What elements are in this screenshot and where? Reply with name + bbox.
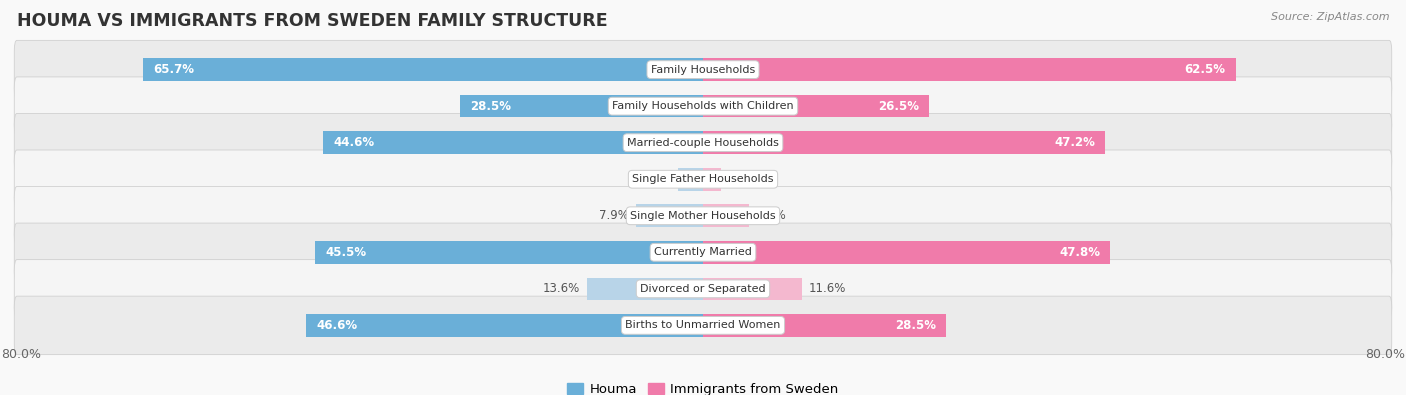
Text: 11.6%: 11.6%: [808, 282, 846, 295]
Text: 26.5%: 26.5%: [877, 100, 918, 113]
Bar: [305, 314, 703, 337]
Text: 62.5%: 62.5%: [1184, 63, 1226, 76]
FancyBboxPatch shape: [14, 186, 1392, 245]
Text: HOUMA VS IMMIGRANTS FROM SWEDEN FAMILY STRUCTURE: HOUMA VS IMMIGRANTS FROM SWEDEN FAMILY S…: [17, 12, 607, 30]
FancyBboxPatch shape: [14, 296, 1392, 355]
Text: 46.6%: 46.6%: [316, 319, 357, 332]
Bar: [460, 95, 703, 117]
Text: 45.5%: 45.5%: [325, 246, 367, 259]
Text: 44.6%: 44.6%: [333, 136, 374, 149]
Text: 2.9%: 2.9%: [641, 173, 672, 186]
Bar: [143, 58, 703, 81]
Bar: [703, 132, 1105, 154]
Legend: Houma, Immigrants from Sweden: Houma, Immigrants from Sweden: [562, 377, 844, 395]
Text: Source: ZipAtlas.com: Source: ZipAtlas.com: [1271, 12, 1389, 22]
FancyBboxPatch shape: [14, 260, 1392, 318]
Text: 2.1%: 2.1%: [728, 173, 758, 186]
Bar: [588, 278, 703, 300]
Bar: [703, 314, 946, 337]
Text: 28.5%: 28.5%: [470, 100, 512, 113]
Bar: [315, 241, 703, 263]
Text: Family Households: Family Households: [651, 65, 755, 75]
FancyBboxPatch shape: [14, 223, 1392, 282]
FancyBboxPatch shape: [14, 77, 1392, 135]
Text: 65.7%: 65.7%: [153, 63, 194, 76]
Text: 13.6%: 13.6%: [543, 282, 581, 295]
Bar: [703, 205, 749, 227]
Text: 47.8%: 47.8%: [1059, 246, 1101, 259]
Bar: [636, 205, 703, 227]
FancyBboxPatch shape: [14, 113, 1392, 172]
Bar: [703, 58, 1236, 81]
Text: Births to Unmarried Women: Births to Unmarried Women: [626, 320, 780, 330]
Text: Divorced or Separated: Divorced or Separated: [640, 284, 766, 294]
Bar: [703, 95, 929, 117]
FancyBboxPatch shape: [14, 40, 1392, 99]
Text: Single Father Households: Single Father Households: [633, 174, 773, 184]
Text: 7.9%: 7.9%: [599, 209, 628, 222]
Bar: [703, 278, 801, 300]
Text: Married-couple Households: Married-couple Households: [627, 138, 779, 148]
Bar: [703, 241, 1111, 263]
Bar: [323, 132, 703, 154]
Bar: [678, 168, 703, 190]
Text: Currently Married: Currently Married: [654, 247, 752, 257]
Bar: [703, 168, 721, 190]
Text: 5.4%: 5.4%: [756, 209, 786, 222]
Text: Single Mother Households: Single Mother Households: [630, 211, 776, 221]
FancyBboxPatch shape: [14, 150, 1392, 209]
Text: 47.2%: 47.2%: [1054, 136, 1095, 149]
Text: Family Households with Children: Family Households with Children: [612, 101, 794, 111]
Text: 28.5%: 28.5%: [894, 319, 936, 332]
